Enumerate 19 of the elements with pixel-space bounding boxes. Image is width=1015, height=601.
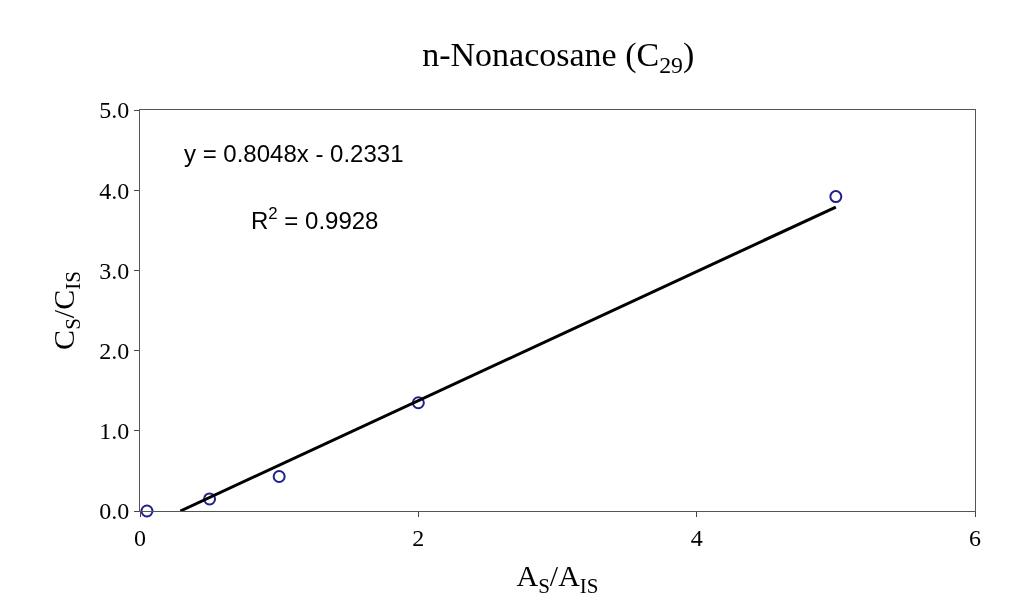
point bbox=[829, 190, 843, 204]
y-tick-label: 2.0 bbox=[99, 338, 130, 364]
x-axis-title: A$_{S}$/A$_{IS}$ bbox=[516, 559, 599, 598]
annotation: R$^{2}$ = 0.9928 bbox=[251, 204, 379, 235]
y-tick-label: 5.0 bbox=[99, 97, 130, 124]
x-tick-label: 4 bbox=[690, 524, 703, 551]
y-tick-label: 4.0 bbox=[99, 177, 130, 204]
y-tick-label: 3.0 bbox=[99, 257, 130, 284]
x-tick-label: 6 bbox=[969, 524, 981, 551]
y-tick-label: 0.0 bbox=[99, 498, 130, 525]
point bbox=[272, 470, 286, 484]
point bbox=[411, 396, 425, 410]
x-tick-label: 0 bbox=[134, 524, 146, 551]
annotation: y = 0.8048x - 0.2331 bbox=[184, 140, 404, 167]
x-tick-label: 2 bbox=[412, 524, 425, 551]
y-tick-label: 1.0 bbox=[99, 418, 130, 445]
chart-title: n-Nonacosane (C$_{29}$) bbox=[422, 35, 695, 79]
point bbox=[140, 504, 154, 518]
point bbox=[203, 492, 217, 506]
